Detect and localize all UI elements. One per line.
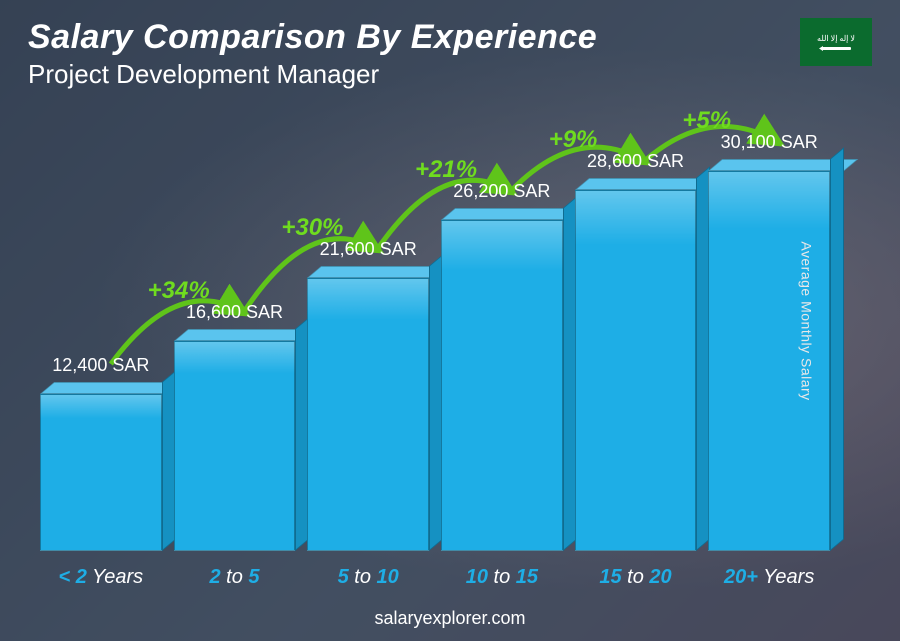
bar-value-label: 28,600 SAR (566, 151, 706, 172)
bar-value-label: 21,600 SAR (298, 239, 438, 260)
x-axis-label: 5 to 10 (307, 566, 429, 589)
bar (174, 341, 296, 551)
x-axis-label: 10 to 15 (441, 566, 563, 589)
bar (40, 394, 162, 551)
bar-value-label: 26,200 SAR (432, 181, 572, 202)
bar-value-label: 12,400 SAR (31, 355, 171, 376)
x-axis-label: 20+ Years (708, 566, 830, 589)
svg-text:لا إله إلا الله: لا إله إلا الله (817, 34, 855, 43)
bar-front-face (575, 190, 697, 551)
footer-source: salaryexplorer.com (0, 608, 900, 629)
chart-area: 12,400 SAR 16,600 SAR 21,600 SAR 26,200 … (40, 110, 830, 551)
y-axis-label: Average Monthly Salary (798, 241, 814, 400)
bar-col: 28,600 SAR (575, 190, 697, 551)
title-block: Salary Comparison By Experience Project … (28, 18, 597, 90)
bar (441, 220, 563, 551)
x-axis-label: 15 to 20 (575, 566, 697, 589)
x-axis-label: < 2 Years (40, 566, 162, 589)
increase-label: +21% (415, 156, 477, 184)
flag-icon: لا إله إلا الله (800, 18, 872, 66)
header: Salary Comparison By Experience Project … (28, 18, 872, 90)
x-axis-labels: < 2 Years 2 to 5 5 to 10 10 to 15 15 to 20 20… (40, 566, 830, 589)
page-subtitle: Project Development Manager (28, 59, 597, 90)
bar-front-face (174, 341, 296, 551)
bar-front-face (441, 220, 563, 551)
bar-col: 12,400 SAR (40, 394, 162, 551)
x-axis-label: 2 to 5 (174, 566, 296, 589)
increase-label: +9% (549, 126, 598, 154)
increase-label: +30% (281, 214, 343, 242)
increase-label: +34% (148, 277, 210, 305)
bar-front-face (307, 278, 429, 551)
bar-value-label: 16,600 SAR (165, 302, 305, 323)
bar-col: 21,600 SAR (307, 278, 429, 551)
bar-col: 26,200 SAR (441, 220, 563, 551)
bar-value-label: 30,100 SAR (699, 132, 839, 153)
bar-side-face (830, 147, 844, 551)
bar (307, 278, 429, 551)
bar (575, 190, 697, 551)
bar-front-face (40, 394, 162, 551)
bar-col: 16,600 SAR (174, 341, 296, 551)
page-title: Salary Comparison By Experience (28, 18, 597, 57)
increase-label: +5% (682, 107, 731, 135)
